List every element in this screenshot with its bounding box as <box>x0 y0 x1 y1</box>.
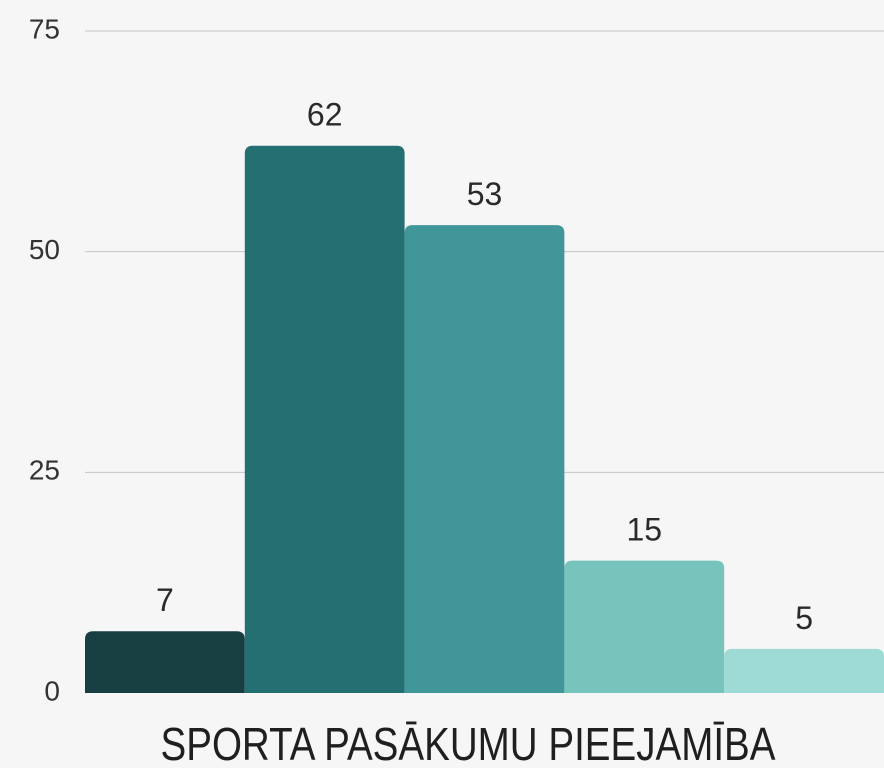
chart-title: SPORTA PASĀKUMU PIEEJAMĪBA <box>161 718 776 768</box>
value-label: 5 <box>795 600 813 636</box>
y-tick-label: 75 <box>29 13 60 44</box>
y-tick-label: 50 <box>29 234 60 265</box>
y-tick-label: 0 <box>44 675 60 706</box>
bar <box>724 648 884 693</box>
bar <box>85 631 245 693</box>
bar <box>404 225 565 694</box>
bar <box>244 145 405 693</box>
value-label: 53 <box>467 176 503 212</box>
value-label: 62 <box>307 97 343 133</box>
value-label: 7 <box>156 582 174 618</box>
bar <box>564 560 725 693</box>
value-label: 15 <box>627 512 663 548</box>
y-tick-label: 25 <box>29 455 60 486</box>
